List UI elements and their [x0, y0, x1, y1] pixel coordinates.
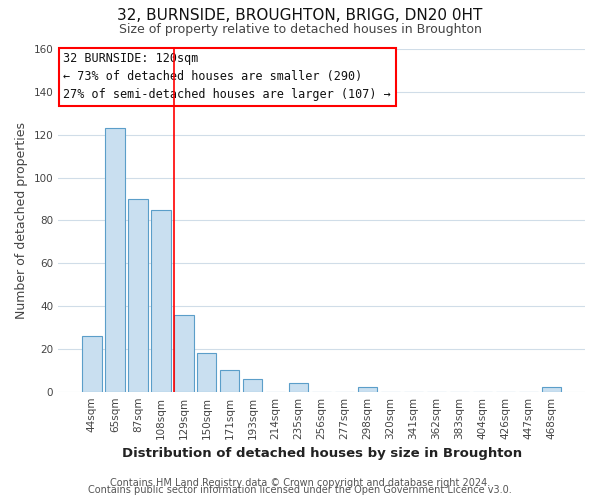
- Text: Contains HM Land Registry data © Crown copyright and database right 2024.: Contains HM Land Registry data © Crown c…: [110, 478, 490, 488]
- Bar: [358, 388, 377, 392]
- Bar: [82, 336, 101, 392]
- Bar: [243, 379, 262, 392]
- Bar: [151, 210, 170, 392]
- Text: 32 BURNSIDE: 120sqm
← 73% of detached houses are smaller (290)
27% of semi-detac: 32 BURNSIDE: 120sqm ← 73% of detached ho…: [64, 52, 391, 102]
- Text: Size of property relative to detached houses in Broughton: Size of property relative to detached ho…: [119, 22, 481, 36]
- Bar: [542, 388, 561, 392]
- Bar: [105, 128, 125, 392]
- X-axis label: Distribution of detached houses by size in Broughton: Distribution of detached houses by size …: [122, 447, 521, 460]
- Text: 32, BURNSIDE, BROUGHTON, BRIGG, DN20 0HT: 32, BURNSIDE, BROUGHTON, BRIGG, DN20 0HT: [118, 8, 482, 22]
- Text: Contains public sector information licensed under the Open Government Licence v3: Contains public sector information licen…: [88, 485, 512, 495]
- Bar: [128, 199, 148, 392]
- Y-axis label: Number of detached properties: Number of detached properties: [15, 122, 28, 319]
- Bar: [220, 370, 239, 392]
- Bar: [197, 353, 217, 392]
- Bar: [289, 383, 308, 392]
- Bar: [174, 314, 194, 392]
